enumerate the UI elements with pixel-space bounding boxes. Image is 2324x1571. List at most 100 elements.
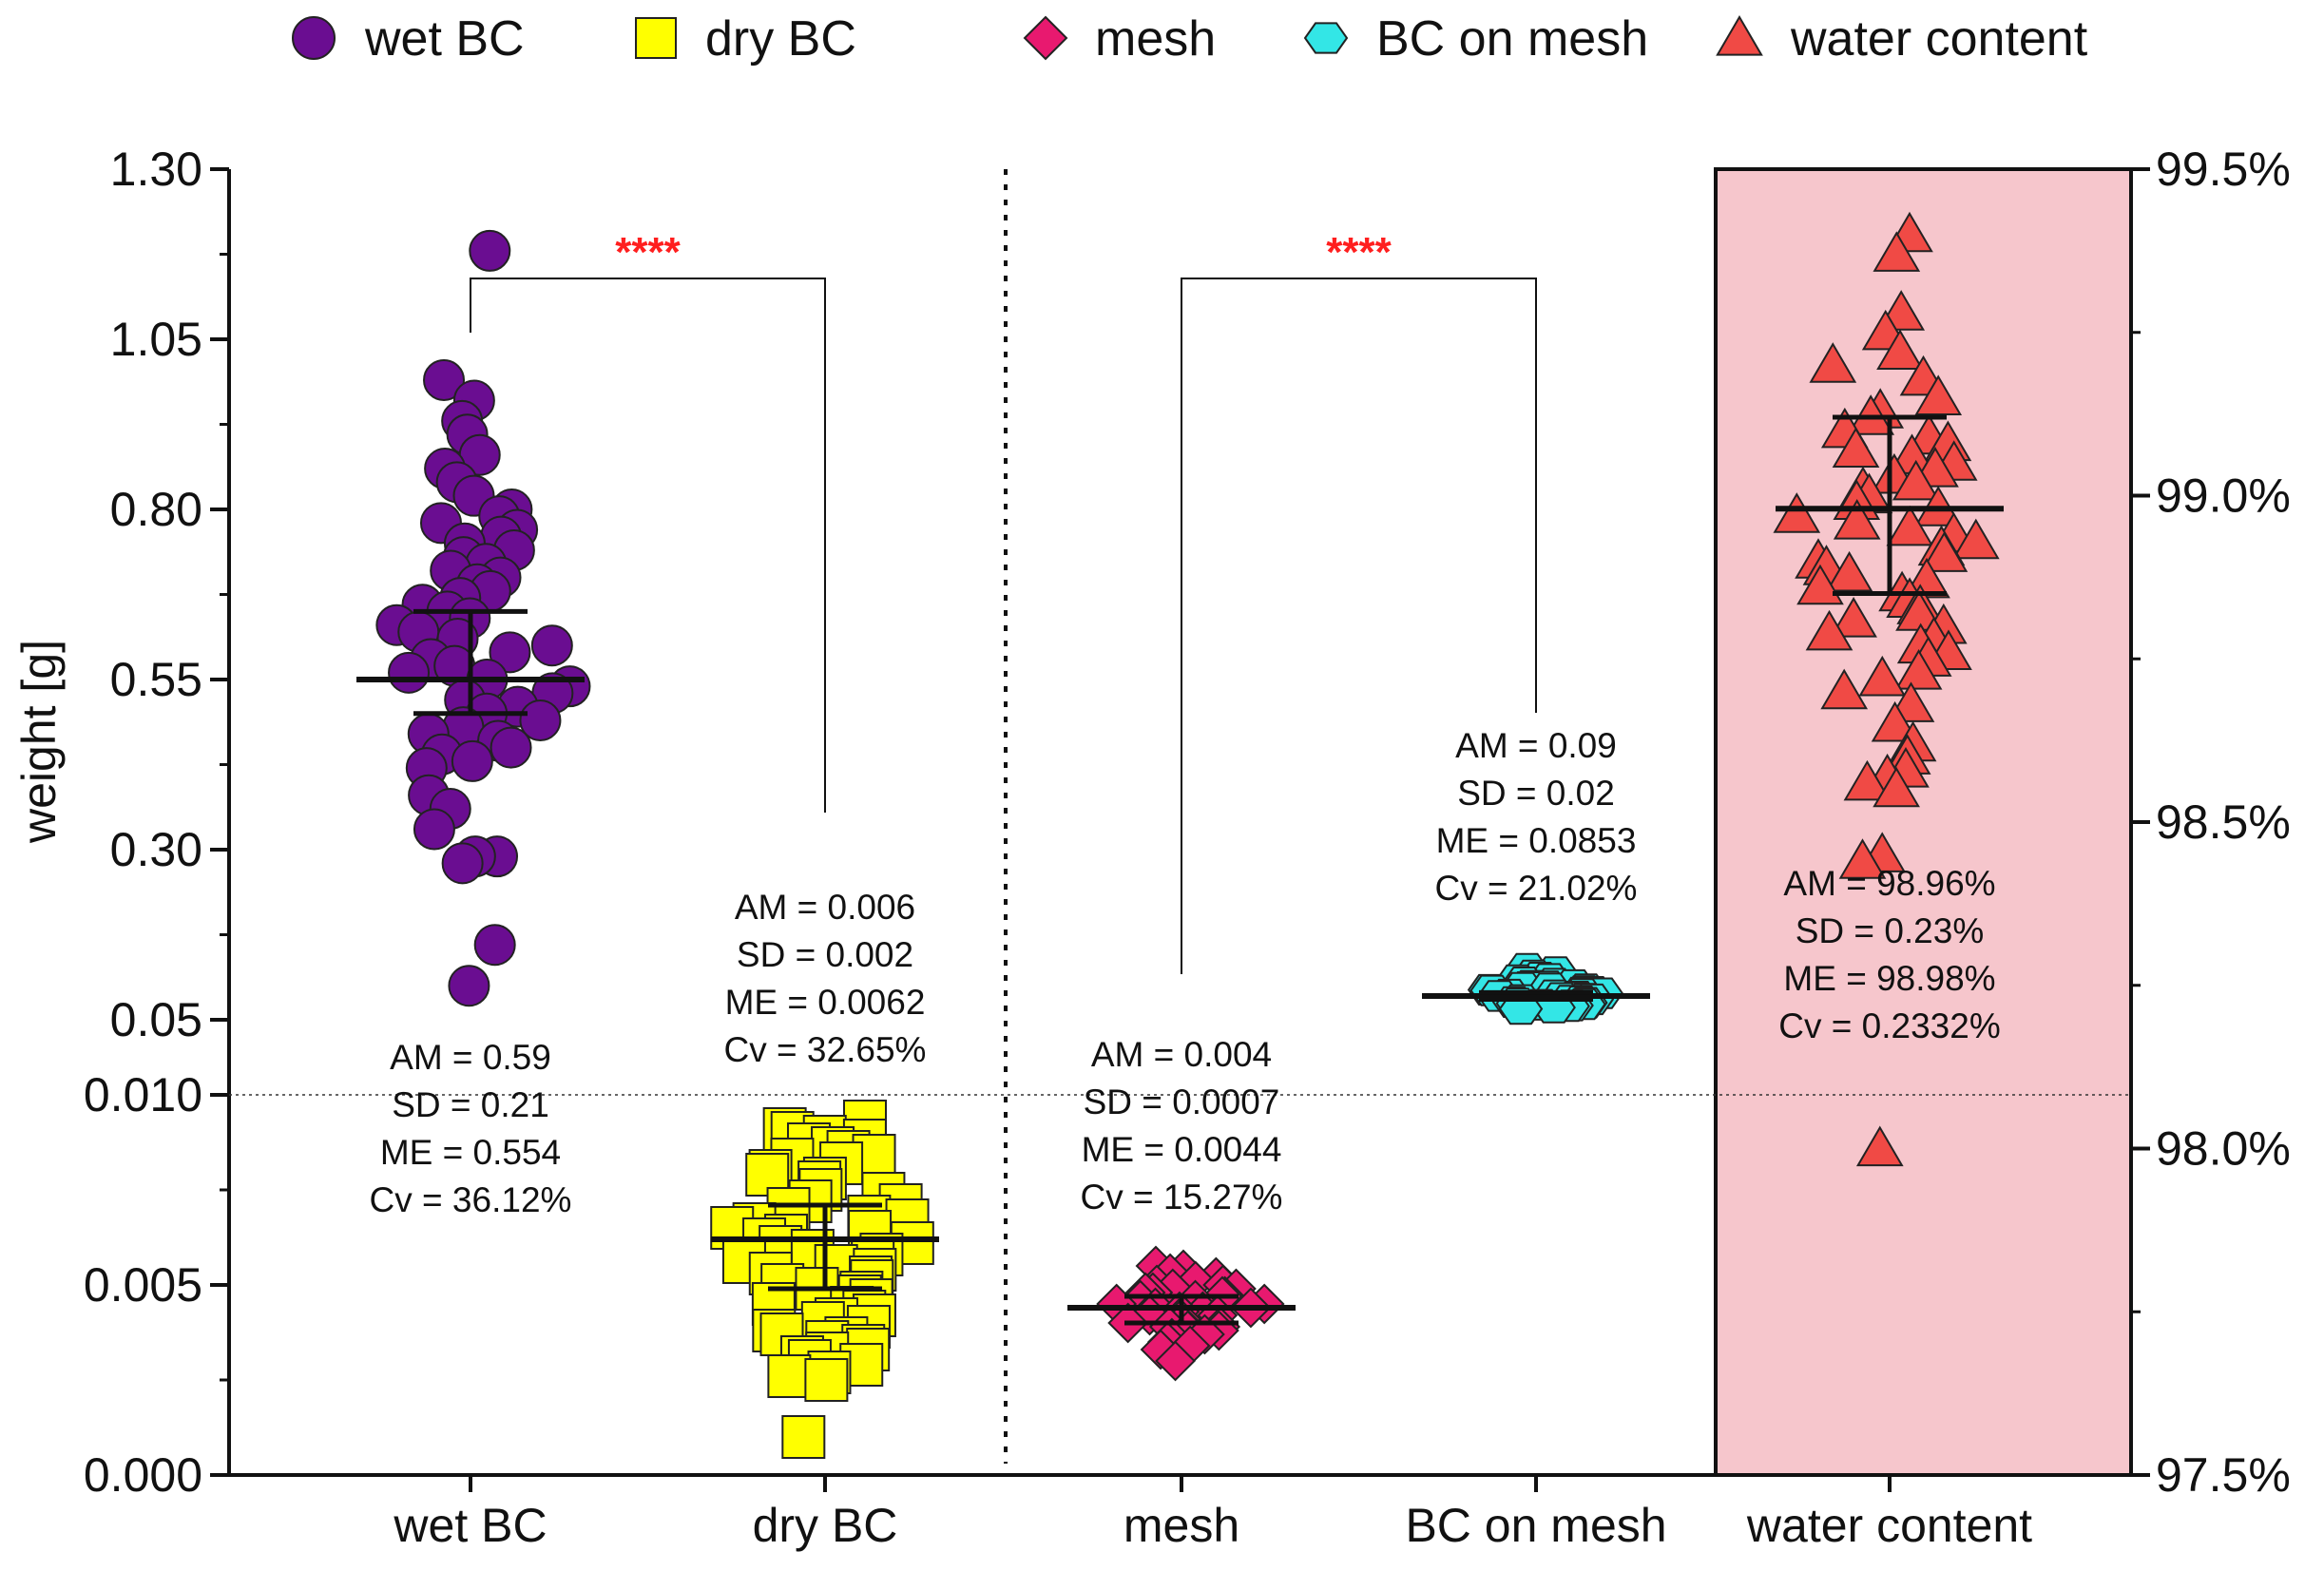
- data-point: [1914, 374, 1963, 415]
- data-point: [1920, 531, 1969, 572]
- category-labels: wet BC dry BC mesh BC on mesh water content: [393, 1499, 2032, 1552]
- legend-marker-dry-bc: [635, 17, 677, 59]
- x-tick-label-dry-bc: dry BC: [753, 1499, 898, 1552]
- legend-label-dry-bc: dry BC: [705, 11, 856, 67]
- y-tick-label: 1.05: [110, 313, 202, 366]
- data-point: [1892, 459, 1940, 501]
- stats-annotations: AM = 0.59 SD = 0.21 ME = 0.554 Cv = 36.12%A…: [370, 726, 2001, 1219]
- data-point: [1858, 655, 1907, 697]
- data-point: [530, 624, 573, 667]
- data-point: [1832, 427, 1880, 468]
- y-tick-label: 0.55: [110, 653, 202, 706]
- data-point: [1820, 668, 1869, 710]
- data-point: [1805, 609, 1853, 651]
- stat-line: AM = 0.09: [1455, 726, 1617, 765]
- legend-marker-water-content: [1716, 15, 1763, 56]
- significance-bracket: [470, 278, 826, 813]
- axis-ticks: 0.05 0.30 0.55 0.80 1.05 1.30 0.000 0.005 0.010 9…: [84, 143, 2291, 1502]
- stat-line: AM = 0.006: [735, 888, 915, 927]
- right-tick-label: 98.5%: [2156, 795, 2291, 849]
- data-point: [1825, 550, 1873, 592]
- data-point: [441, 842, 484, 885]
- data-point: [423, 358, 466, 401]
- data-point: [767, 1354, 812, 1398]
- y-tick-label: 0.005: [84, 1258, 202, 1312]
- y-tick-label: 0.05: [110, 993, 202, 1046]
- data-point: [1809, 342, 1857, 383]
- y-tick-label: 0.80: [110, 483, 202, 536]
- x-tick-label-wet-bc: wet BC: [393, 1499, 547, 1552]
- stat-line: SD = 0.002: [737, 935, 913, 974]
- right-tick-label: 99.0%: [2156, 469, 2291, 523]
- right-tick-label: 97.5%: [2156, 1448, 2291, 1502]
- data-point: [1833, 499, 1881, 540]
- stats-water-content: AM = 98.96% SD = 0.23% ME = 98.98% Cv = 0.2…: [1778, 864, 2000, 1045]
- data-point: [781, 1415, 826, 1459]
- data-point: [489, 631, 531, 674]
- data-point: [1871, 700, 1919, 742]
- stat-line: SD = 0.0007: [1084, 1082, 1280, 1121]
- data-point: [1873, 766, 1920, 808]
- data-point: [1894, 649, 1943, 690]
- stat-line: AM = 0.59: [390, 1038, 551, 1077]
- data-point: [1830, 597, 1877, 638]
- stat-line: Cv = 32.65%: [724, 1030, 927, 1069]
- stat-line: ME = 0.0062: [725, 983, 926, 1022]
- stats-wet-bc: AM = 0.59 SD = 0.21 ME = 0.554 Cv = 36.12%: [370, 1038, 572, 1219]
- data-point: [473, 924, 516, 967]
- data-point: [451, 739, 493, 782]
- stat-line: AM = 0.004: [1091, 1035, 1272, 1074]
- y-tick-label: 0.000: [84, 1448, 202, 1502]
- x-tick-label-mesh: mesh: [1124, 1499, 1239, 1552]
- error-bars: [356, 414, 2004, 1326]
- stat-line: ME = 0.0044: [1082, 1130, 1282, 1169]
- data-point: [1873, 231, 1921, 272]
- y-tick-label: 0.010: [84, 1068, 202, 1121]
- stats-bc-on-mesh: AM = 0.09 SD = 0.02 ME = 0.0853 Cv = 21.02%: [1435, 726, 1638, 908]
- stats-dry-bc: AM = 0.006 SD = 0.002 ME = 0.0062 Cv = 32.6…: [724, 888, 927, 1069]
- legend-label-bc-on-mesh: BC on mesh: [1376, 11, 1648, 67]
- data-point: [1843, 759, 1892, 801]
- stat-line: ME = 0.0853: [1436, 821, 1637, 860]
- data-point: [1886, 505, 1934, 546]
- stat-line: Cv = 36.12%: [370, 1180, 572, 1219]
- data-point: [490, 726, 532, 769]
- legend: wet BC dry BC mesh BC on mesh water content: [292, 11, 2088, 67]
- stat-line: AM = 98.96%: [1783, 864, 1995, 903]
- stat-line: SD = 0.23%: [1796, 911, 1984, 950]
- data-point: [1796, 564, 1844, 605]
- stat-line: ME = 98.98%: [1783, 959, 1995, 998]
- right-tick-label: 99.5%: [2156, 143, 2291, 196]
- y-tick-label: 1.30: [110, 143, 202, 196]
- stat-line: ME = 0.554: [380, 1133, 561, 1172]
- stat-line: SD = 0.21: [392, 1085, 549, 1124]
- data-point: [469, 229, 511, 272]
- data-point: [1876, 329, 1924, 370]
- data-point: [519, 699, 562, 741]
- data-point: [448, 965, 490, 1007]
- data-point: [413, 808, 455, 851]
- legend-marker-wet-bc: [292, 16, 336, 60]
- data-point: [1855, 1125, 1904, 1167]
- legend-label-wet-bc: wet BC: [364, 11, 525, 67]
- stat-line: Cv = 0.2332%: [1778, 1006, 2000, 1045]
- data-point: [1951, 518, 2000, 560]
- data-point: [1773, 492, 1821, 533]
- right-tick-label: 98.0%: [2156, 1122, 2291, 1176]
- significance-label: ****: [615, 229, 681, 276]
- significance-bracket: [1181, 278, 1537, 974]
- y-axis-label: weight [g]: [12, 640, 66, 844]
- stat-line: SD = 0.02: [1457, 774, 1615, 813]
- data-point: [1155, 1340, 1196, 1382]
- x-tick-label-bc-on-mesh: BC on mesh: [1405, 1499, 1666, 1552]
- data-point: [1838, 838, 1887, 879]
- stat-line: Cv = 21.02%: [1435, 869, 1638, 908]
- data-point: [388, 651, 431, 694]
- legend-marker-mesh: [1023, 15, 1068, 61]
- y-tick-label: 0.30: [110, 823, 202, 876]
- significance-label: ****: [1326, 229, 1392, 276]
- significance-brackets: **** ****: [470, 229, 1537, 974]
- stat-line: Cv = 15.27%: [1081, 1178, 1283, 1217]
- legend-label-mesh: mesh: [1095, 11, 1216, 67]
